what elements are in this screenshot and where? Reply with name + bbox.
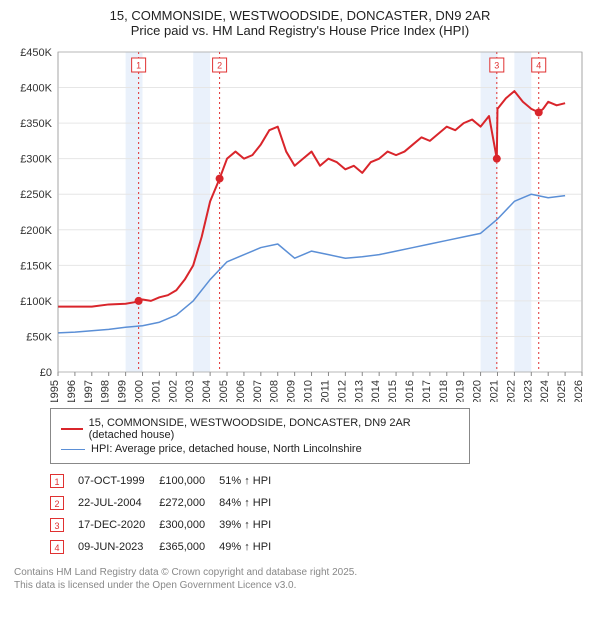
- transaction-date: 09-JUN-2023: [78, 536, 159, 558]
- svg-text:2010: 2010: [303, 380, 315, 402]
- table-row: 2 22-JUL-2004£272,00084% ↑ HPI: [50, 492, 285, 514]
- svg-text:£250K: £250K: [20, 189, 52, 201]
- transaction-price: £300,000: [159, 514, 219, 536]
- transaction-date: 22-JUL-2004: [78, 492, 159, 514]
- legend-label: HPI: Average price, detached house, Nort…: [91, 443, 362, 455]
- title-line2: Price paid vs. HM Land Registry's House …: [8, 23, 592, 38]
- legend-swatch: [61, 428, 83, 430]
- table-row: 3 17-DEC-2020£300,00039% ↑ HPI: [50, 514, 285, 536]
- transaction-marker: 4: [50, 540, 64, 554]
- legend-row: HPI: Average price, detached house, Nort…: [61, 443, 459, 455]
- svg-text:2006: 2006: [235, 380, 247, 402]
- legend: 15, COMMONSIDE, WESTWOODSIDE, DONCASTER,…: [50, 408, 470, 464]
- transactions-table: 1 07-OCT-1999£100,00051% ↑ HPI 2 22-JUL-200…: [50, 470, 285, 558]
- table-row: 1 07-OCT-1999£100,00051% ↑ HPI: [50, 470, 285, 492]
- transaction-marker: 1: [50, 474, 64, 488]
- footer-attrib: Contains HM Land Registry data © Crown c…: [14, 566, 592, 592]
- svg-text:2023: 2023: [522, 380, 534, 402]
- svg-text:2005: 2005: [218, 380, 230, 402]
- svg-text:2020: 2020: [472, 380, 484, 402]
- svg-text:2003: 2003: [184, 380, 196, 402]
- transaction-marker: 3: [50, 518, 64, 532]
- svg-text:2014: 2014: [370, 380, 382, 402]
- svg-text:2024: 2024: [539, 380, 551, 402]
- footer-line1: Contains HM Land Registry data © Crown c…: [14, 566, 592, 579]
- svg-text:2: 2: [217, 61, 222, 71]
- svg-text:£0: £0: [40, 367, 52, 379]
- svg-text:2007: 2007: [252, 380, 264, 402]
- svg-text:2009: 2009: [286, 380, 298, 402]
- svg-text:2017: 2017: [421, 380, 433, 402]
- svg-text:2000: 2000: [134, 380, 146, 402]
- svg-text:2026: 2026: [573, 380, 585, 402]
- svg-text:2015: 2015: [387, 380, 399, 402]
- transaction-price: £100,000: [159, 470, 219, 492]
- svg-text:2016: 2016: [404, 380, 416, 402]
- svg-text:2022: 2022: [505, 380, 517, 402]
- transaction-date: 07-OCT-1999: [78, 470, 159, 492]
- chart-area: £0 £50K £100K £150K £200K £250K £300K £350K £400…: [8, 42, 592, 402]
- svg-text:2001: 2001: [150, 380, 162, 402]
- legend-swatch: [61, 449, 85, 450]
- table-row: 4 09-JUN-2023£365,00049% ↑ HPI: [50, 536, 285, 558]
- legend-label: 15, COMMONSIDE, WESTWOODSIDE, DONCASTER,…: [89, 417, 459, 441]
- svg-text:1997: 1997: [83, 380, 95, 402]
- svg-text:2004: 2004: [201, 380, 213, 402]
- svg-text:£50K: £50K: [26, 331, 52, 343]
- svg-text:£300K: £300K: [20, 154, 52, 166]
- svg-text:2011: 2011: [319, 380, 331, 402]
- svg-text:£350K: £350K: [20, 118, 52, 130]
- transaction-delta: 84% ↑ HPI: [219, 492, 285, 514]
- svg-text:2002: 2002: [167, 380, 179, 402]
- svg-text:1999: 1999: [117, 380, 129, 402]
- svg-text:2013: 2013: [353, 380, 365, 402]
- transaction-delta: 49% ↑ HPI: [219, 536, 285, 558]
- svg-text:£150K: £150K: [20, 260, 52, 272]
- transaction-price: £365,000: [159, 536, 219, 558]
- svg-text:£450K: £450K: [20, 47, 52, 59]
- svg-text:3: 3: [494, 61, 499, 71]
- svg-text:2018: 2018: [438, 380, 450, 402]
- svg-text:2021: 2021: [488, 380, 500, 402]
- svg-text:2012: 2012: [336, 380, 348, 402]
- title-line1: 15, COMMONSIDE, WESTWOODSIDE, DONCASTER,…: [8, 8, 592, 23]
- transaction-delta: 39% ↑ HPI: [219, 514, 285, 536]
- svg-text:2019: 2019: [455, 380, 467, 402]
- svg-text:2025: 2025: [556, 380, 568, 402]
- chart-svg: £0 £50K £100K £150K £200K £250K £300K £350K £400…: [8, 42, 592, 402]
- svg-text:1995: 1995: [49, 380, 61, 402]
- footer-line2: This data is licensed under the Open Gov…: [14, 579, 592, 592]
- svg-text:£200K: £200K: [20, 225, 52, 237]
- svg-text:£100K: £100K: [20, 296, 52, 308]
- transaction-marker: 2: [50, 496, 64, 510]
- legend-row: 15, COMMONSIDE, WESTWOODSIDE, DONCASTER,…: [61, 417, 459, 441]
- svg-text:£400K: £400K: [20, 83, 52, 95]
- transaction-date: 17-DEC-2020: [78, 514, 159, 536]
- svg-text:4: 4: [536, 61, 541, 71]
- svg-text:2008: 2008: [269, 380, 281, 402]
- svg-text:1996: 1996: [66, 380, 78, 402]
- transaction-delta: 51% ↑ HPI: [219, 470, 285, 492]
- svg-text:1: 1: [136, 61, 141, 71]
- svg-text:1998: 1998: [100, 380, 112, 402]
- transaction-price: £272,000: [159, 492, 219, 514]
- chart-title: 15, COMMONSIDE, WESTWOODSIDE, DONCASTER,…: [8, 8, 592, 38]
